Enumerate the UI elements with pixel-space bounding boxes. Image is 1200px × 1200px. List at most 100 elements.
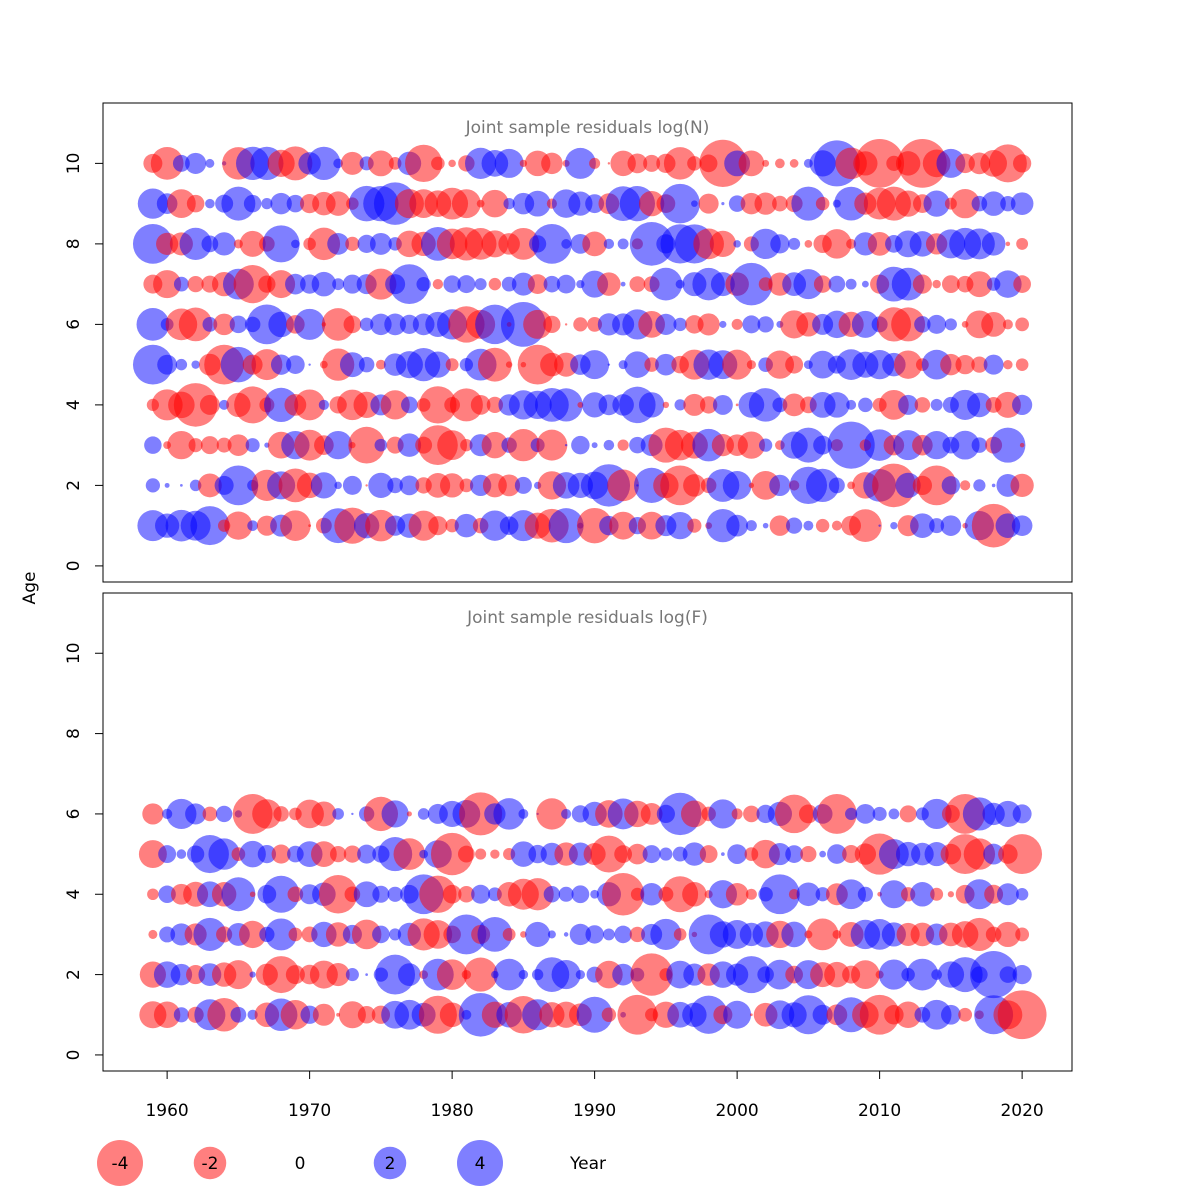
residual-bubble xyxy=(536,798,568,830)
residual-bubble xyxy=(332,808,344,820)
residual-bubble xyxy=(1011,515,1033,536)
residual-bubble xyxy=(287,886,304,903)
residual-bubble xyxy=(698,193,719,214)
residual-bubble xyxy=(601,1007,617,1022)
residual-bubble xyxy=(262,225,300,263)
residual-bubble xyxy=(460,438,473,452)
residual-bubble xyxy=(962,917,996,951)
residual-bubble xyxy=(682,882,707,907)
residual-bubble xyxy=(759,874,800,915)
residual-bubble xyxy=(343,845,361,863)
residual-bubble xyxy=(170,963,193,986)
residual-bubble xyxy=(148,929,158,939)
residual-bubble xyxy=(218,465,259,506)
residual-bubble xyxy=(521,878,554,911)
residual-bubble xyxy=(941,1004,961,1025)
residual-bubble xyxy=(723,1000,752,1029)
residual-bubble xyxy=(288,927,303,942)
panel-frame xyxy=(102,102,1073,583)
legend-swatch xyxy=(193,1146,227,1180)
residual-bubble xyxy=(872,806,887,821)
residual-bubble xyxy=(408,510,439,541)
residual-bubble xyxy=(921,999,952,1030)
residual-bubble xyxy=(514,476,532,494)
residual-bubble xyxy=(451,189,481,219)
residual-bubble xyxy=(233,265,272,304)
legend-entry: -4 xyxy=(97,1140,143,1186)
residual-bubble xyxy=(602,928,615,941)
residual-bubble xyxy=(221,186,256,221)
residual-bubble xyxy=(781,921,807,948)
residual-bubble xyxy=(311,801,337,827)
residual-bubble xyxy=(995,921,1021,948)
residual-bubble xyxy=(490,849,500,859)
residual-bubble xyxy=(806,468,840,503)
residual-bubble xyxy=(190,506,230,546)
residual-bubble xyxy=(523,309,553,339)
residual-bubble xyxy=(1016,237,1029,250)
residual-bubble xyxy=(577,401,584,408)
residual-bubble xyxy=(432,278,444,290)
residual-bubble xyxy=(494,148,524,178)
residual-bubble xyxy=(1002,319,1013,330)
residual-bubble xyxy=(772,195,788,212)
residual-bubble xyxy=(629,276,646,293)
residual-bubble xyxy=(709,230,737,258)
residual-bubble xyxy=(768,843,791,866)
residual-bubble xyxy=(824,961,850,988)
residual-bubble xyxy=(525,921,551,947)
residual-bubble xyxy=(765,959,795,990)
residual-bubble xyxy=(845,807,858,821)
panel-log-f: Joint sample residuals log(F) 0 2 4 6 8 10 xyxy=(64,592,1073,1072)
residual-bubble xyxy=(981,232,1006,256)
residual-bubble xyxy=(791,186,826,221)
residual-bubble xyxy=(308,363,311,366)
residual-bubble xyxy=(790,427,826,463)
residual-bubble xyxy=(223,960,253,990)
residual-bubble xyxy=(294,429,326,461)
residual-bubble xyxy=(564,443,568,447)
residual-bubble xyxy=(655,353,677,376)
residual-bubble xyxy=(1013,154,1032,173)
residual-bubble xyxy=(659,847,673,861)
residual-bubble xyxy=(624,351,651,378)
residual-bubble xyxy=(849,509,882,542)
residual-bubble xyxy=(878,959,909,990)
residual-bubble xyxy=(788,995,828,1035)
residual-bubble xyxy=(229,315,248,334)
residual-bubble xyxy=(294,389,326,421)
residual-bubble xyxy=(966,271,993,298)
residual-bubble xyxy=(1005,241,1011,247)
residual-bubble xyxy=(580,350,610,380)
residual-bubble xyxy=(655,313,677,335)
residual-bubble xyxy=(406,811,412,817)
residual-bubble xyxy=(144,436,162,454)
residual-bubble xyxy=(719,320,727,328)
residual-bubble xyxy=(365,509,397,542)
residual-bubble xyxy=(179,227,212,260)
legend-label: -4 xyxy=(112,1154,129,1174)
residual-bubble xyxy=(788,889,800,900)
residual-bubble xyxy=(270,192,292,215)
y-tick-label: 4 xyxy=(64,889,84,900)
residual-bubble xyxy=(173,383,218,427)
residual-bubble xyxy=(423,920,453,949)
residual-bubble xyxy=(243,194,262,213)
residual-bubble xyxy=(789,159,799,168)
residual-bubble xyxy=(683,474,706,497)
residual-bubble xyxy=(638,190,665,217)
residual-bubble xyxy=(627,153,648,174)
residual-bubble xyxy=(175,358,188,371)
residual-bubble xyxy=(788,237,801,250)
residual-bubble xyxy=(687,156,702,171)
residual-bubble xyxy=(549,388,583,422)
residual-bubble xyxy=(332,278,345,291)
residual-bubble xyxy=(731,808,743,820)
residual-bubble xyxy=(737,431,765,459)
residual-bubble xyxy=(323,430,353,460)
residual-bubble xyxy=(459,478,474,493)
residual-bubble xyxy=(750,228,781,260)
residual-bubble xyxy=(416,276,431,292)
residual-bubble xyxy=(443,275,461,293)
residual-bubble xyxy=(782,393,806,417)
